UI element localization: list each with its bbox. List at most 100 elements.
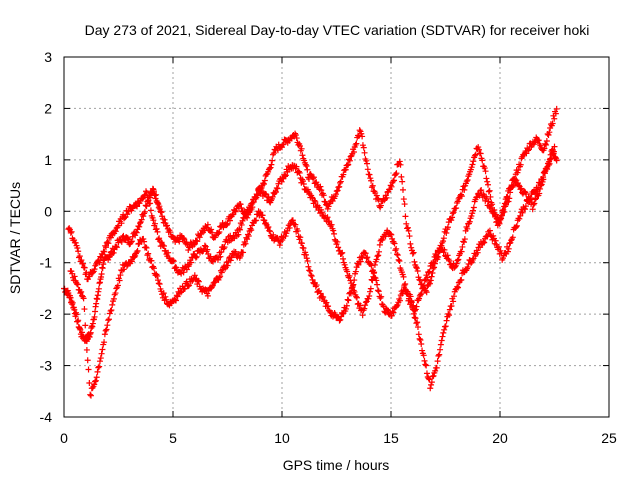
- data-point: [504, 248, 511, 255]
- data-point: [446, 257, 453, 264]
- data-point: [433, 252, 440, 259]
- data-point: [244, 236, 251, 243]
- data-point: [388, 231, 395, 238]
- data-point: [150, 265, 157, 272]
- data-point: [108, 307, 115, 314]
- data-point: [224, 262, 231, 269]
- data-point: [261, 177, 268, 184]
- data-point: [191, 272, 198, 279]
- data-point: [411, 258, 418, 265]
- x-tick-label: 0: [60, 430, 68, 446]
- data-point: [469, 161, 476, 168]
- data-point: [302, 251, 309, 258]
- data-point: [376, 248, 383, 255]
- data-point: [346, 157, 353, 164]
- data-point: [424, 274, 431, 281]
- data-point: [374, 287, 381, 294]
- data-point: [196, 234, 203, 241]
- data-point: [441, 246, 448, 253]
- data-point: [289, 217, 296, 224]
- y-tick-label: 2: [44, 100, 52, 116]
- data-point: [96, 358, 103, 365]
- data-point: [396, 158, 403, 165]
- data-point: [343, 302, 350, 309]
- data-point: [471, 152, 478, 159]
- data-point: [499, 207, 506, 214]
- x-tick-label: 10: [274, 430, 290, 446]
- data-point: [414, 268, 421, 275]
- data-point: [226, 217, 233, 224]
- data-point: [312, 198, 319, 205]
- data-point: [408, 244, 415, 251]
- data-point: [476, 146, 483, 153]
- data-point: [469, 210, 476, 217]
- data-point: [399, 186, 406, 193]
- data-point: [141, 208, 148, 215]
- data-point: [237, 253, 244, 260]
- data-point: [279, 141, 286, 148]
- data-point: [143, 189, 150, 196]
- data-point: [553, 157, 560, 164]
- data-point: [154, 273, 161, 280]
- data-point: [445, 310, 452, 317]
- data-point: [420, 285, 427, 292]
- data-point: [404, 224, 411, 231]
- data-point: [513, 223, 520, 230]
- data-point: [364, 166, 371, 173]
- data-point: [450, 293, 457, 300]
- data-point: [254, 191, 261, 198]
- data-point: [359, 133, 366, 140]
- data-point: [359, 312, 366, 319]
- data-point: [252, 195, 259, 202]
- data-point: [93, 374, 100, 381]
- data-point: [439, 333, 446, 340]
- data-point: [481, 239, 488, 246]
- data-point: [71, 273, 78, 280]
- data-point: [87, 392, 94, 399]
- data-point: [235, 231, 242, 238]
- data-point: [423, 362, 430, 369]
- data-point: [413, 265, 420, 272]
- data-point: [160, 290, 167, 297]
- data-point: [176, 238, 183, 245]
- data-point: [513, 222, 520, 229]
- y-tick-label: -4: [40, 409, 53, 425]
- data-point: [463, 178, 470, 185]
- data-point: [223, 222, 230, 229]
- data-point: [292, 221, 299, 228]
- data-point: [531, 200, 538, 207]
- data-point: [453, 205, 460, 212]
- data-point: [383, 194, 390, 201]
- x-tick-label: 20: [492, 430, 508, 446]
- data-point: [114, 282, 121, 289]
- data-point: [446, 312, 453, 319]
- data-point: [444, 224, 451, 231]
- data-point: [464, 225, 471, 232]
- data-point: [208, 284, 215, 291]
- data-point: [468, 259, 475, 266]
- data-point: [400, 196, 407, 203]
- data-point: [207, 253, 214, 260]
- data-point: [193, 253, 200, 260]
- data-point: [93, 300, 100, 307]
- data-point: [453, 260, 460, 267]
- data-point: [490, 232, 497, 239]
- data-point: [133, 229, 140, 236]
- data-point: [165, 249, 172, 256]
- data-point: [95, 364, 102, 371]
- data-point: [429, 262, 436, 269]
- data-point: [180, 235, 187, 242]
- data-point: [366, 171, 373, 178]
- data-point: [202, 286, 209, 293]
- data-point: [491, 207, 498, 214]
- data-point: [147, 200, 154, 207]
- data-point: [242, 240, 249, 247]
- data-point: [142, 244, 149, 251]
- data-point: [544, 166, 551, 173]
- data-point: [330, 227, 337, 234]
- data-point: [426, 268, 433, 275]
- data-point: [296, 169, 303, 176]
- data-point: [115, 222, 122, 229]
- data-point: [98, 254, 105, 261]
- data-point: [181, 236, 188, 243]
